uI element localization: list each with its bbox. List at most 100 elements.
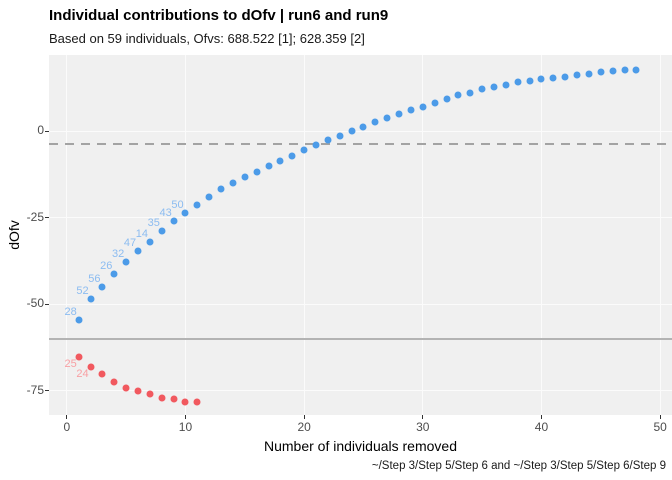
y-tick-mark <box>45 217 49 219</box>
data-point-blue <box>419 103 427 111</box>
data-point-blue <box>573 71 581 79</box>
data-point-blue <box>478 85 486 93</box>
data-point-blue <box>431 99 439 107</box>
point-label-blue: 56 <box>88 272 101 285</box>
data-point-blue <box>561 73 569 81</box>
data-point-blue <box>75 316 83 324</box>
data-point-blue <box>514 78 522 86</box>
data-point-blue <box>276 157 284 165</box>
data-point-blue <box>229 179 237 187</box>
data-point-blue <box>146 238 154 246</box>
data-point-blue <box>217 185 225 193</box>
data-point-blue <box>395 110 403 118</box>
data-point-red <box>110 378 118 386</box>
x-gridline <box>422 55 424 415</box>
point-label-blue: 50 <box>171 199 184 212</box>
data-point-blue <box>383 114 391 122</box>
data-point-blue <box>549 74 557 81</box>
point-label-blue: 43 <box>159 207 172 220</box>
y-tick-mark <box>45 130 49 132</box>
x-gridline <box>184 55 186 415</box>
data-point-blue <box>265 162 273 170</box>
point-label-blue: 52 <box>76 285 89 298</box>
x-tick-label: 10 <box>178 420 193 434</box>
reference-line-solid <box>49 338 672 341</box>
y-gridline <box>49 390 672 392</box>
data-point-blue <box>170 217 178 225</box>
data-point-blue <box>537 75 545 83</box>
data-point-blue <box>122 258 130 266</box>
point-label-red: 24 <box>76 367 89 380</box>
y-tick-label: 0 <box>37 123 44 138</box>
data-point-blue <box>241 173 249 181</box>
x-gridline <box>66 55 68 415</box>
data-point-blue <box>621 66 629 74</box>
data-point-blue <box>609 67 617 75</box>
data-point-blue <box>348 127 356 135</box>
data-point-red <box>87 363 95 371</box>
data-point-blue <box>407 106 415 114</box>
point-label-blue: 14 <box>135 227 148 240</box>
data-point-blue <box>585 70 593 78</box>
y-gridline <box>49 303 672 305</box>
data-point-red <box>170 395 178 403</box>
data-point-blue <box>454 91 462 99</box>
y-tick-label: -25 <box>26 209 44 224</box>
data-point-red <box>193 398 201 406</box>
data-point-blue <box>110 270 118 278</box>
x-tick-label: 20 <box>297 420 311 434</box>
x-tick-mark <box>540 415 542 419</box>
point-label-blue: 32 <box>112 248 125 261</box>
x-tick-label: 0 <box>63 420 71 434</box>
point-label-blue: 26 <box>100 259 113 272</box>
x-axis-title: Number of individuals removed <box>264 438 457 454</box>
data-point-red <box>146 390 154 398</box>
data-point-blue <box>443 95 451 103</box>
data-point-blue <box>632 66 640 74</box>
data-point-blue <box>312 141 320 149</box>
data-point-blue <box>288 152 296 160</box>
point-label-blue: 35 <box>147 216 160 229</box>
data-point-blue <box>371 118 379 126</box>
data-point-blue <box>324 136 332 144</box>
data-point-blue <box>336 132 344 140</box>
plot-panel: 28 52 56 26 32 47 14 35 43 50 25 24 <box>49 55 672 415</box>
plot-caption: ~/Step 3/Step 5/Step 6 and ~/Step 3/Step… <box>371 460 666 472</box>
data-point-blue <box>253 168 261 176</box>
data-point-blue <box>597 68 605 76</box>
point-label-blue: 47 <box>123 237 137 250</box>
data-point-red <box>158 394 166 402</box>
data-point-blue <box>526 77 534 85</box>
y-axis-title: dOfv <box>6 220 22 250</box>
data-point-blue <box>205 193 213 201</box>
data-point-red <box>181 398 189 406</box>
point-label-red: 25 <box>64 358 77 371</box>
y-gridline <box>49 130 672 132</box>
x-gridline <box>303 55 305 415</box>
x-tick-label: 50 <box>653 420 667 434</box>
y-tick-mark <box>45 390 49 392</box>
data-point-blue <box>87 295 95 303</box>
data-point-blue <box>134 247 142 255</box>
data-point-red <box>122 384 130 392</box>
data-point-blue <box>359 123 367 131</box>
data-point-blue <box>181 209 189 217</box>
y-tick-label: -50 <box>26 296 44 311</box>
data-point-blue <box>98 283 106 291</box>
x-tick-label: 30 <box>416 420 430 434</box>
data-point-blue <box>158 227 166 235</box>
x-tick-mark <box>659 415 661 419</box>
y-tick-mark <box>45 303 49 305</box>
x-tick-mark <box>184 415 186 419</box>
plot-title: Individual contributions to dOfv | run6 … <box>49 7 389 24</box>
x-gridline <box>659 55 661 415</box>
plot-subtitle: Based on 59 individuals, Ofvs: 688.522 [… <box>49 31 365 46</box>
y-gridline <box>49 217 672 219</box>
data-point-blue <box>193 201 201 209</box>
point-label-blue: 28 <box>64 306 77 319</box>
x-tick-mark <box>66 415 68 419</box>
data-point-blue <box>466 89 474 97</box>
data-point-red <box>134 387 142 395</box>
reference-line-dashed <box>49 143 672 146</box>
